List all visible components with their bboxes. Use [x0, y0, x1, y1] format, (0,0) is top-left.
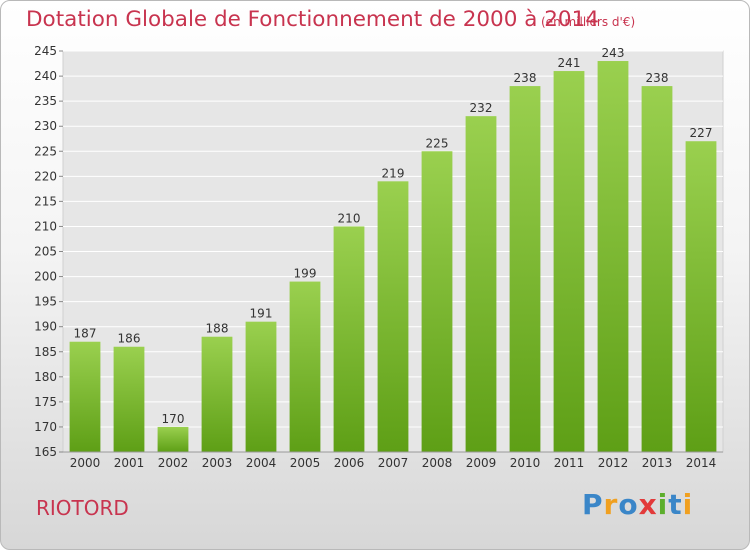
x-tick-label: 2008 [422, 456, 453, 470]
logo-letter: o [618, 488, 639, 521]
y-tick-label: 215 [34, 194, 57, 208]
logo-letter: r [603, 488, 619, 521]
bar [509, 86, 541, 453]
y-tick-label: 225 [34, 144, 57, 158]
y-tick-label: 170 [34, 420, 57, 434]
bar [685, 141, 717, 452]
bar-value-label: 232 [470, 101, 493, 115]
proxiti-logo: Proxiti [582, 488, 693, 521]
bar-value-label: 219 [382, 166, 405, 180]
logo-letter: t [668, 488, 683, 521]
commune-name: RIOTORD [36, 496, 129, 520]
logo-letter: P [582, 488, 604, 521]
bar [289, 281, 321, 452]
bar-value-label: 241 [558, 56, 581, 70]
y-tick-label: 210 [34, 219, 57, 233]
bar-value-label: 191 [250, 307, 273, 321]
y-tick-label: 175 [34, 395, 57, 409]
y-tick-label: 190 [34, 320, 57, 334]
bar [597, 61, 629, 453]
x-tick-label: 2006 [334, 456, 365, 470]
x-tick-label: 2010 [510, 456, 541, 470]
y-tick-label: 185 [34, 345, 57, 359]
bars [69, 61, 717, 453]
bar-value-label: 199 [294, 267, 317, 281]
x-tick-label: 2005 [290, 456, 321, 470]
y-tick-label: 180 [34, 370, 57, 384]
y-tick-label: 240 [34, 69, 57, 83]
logo-letter: i [657, 488, 669, 521]
bar-value-label: 238 [646, 71, 669, 85]
y-tick-label: 205 [34, 245, 57, 259]
bar [377, 181, 409, 452]
bar [245, 321, 277, 452]
bar [113, 346, 145, 452]
bar-value-label: 238 [514, 71, 537, 85]
bar-value-label: 225 [426, 136, 449, 150]
bar-value-label: 170 [162, 412, 185, 426]
logo-letter: x [638, 488, 658, 521]
bar [69, 341, 101, 452]
bar [201, 336, 233, 452]
bar-value-label: 227 [690, 126, 713, 140]
value-labels: 187 186 170 188 191 199 210 219 225 232 238 241 243 2… [74, 46, 713, 426]
x-tick-label: 2004 [246, 456, 277, 470]
x-tick-label: 2013 [642, 456, 673, 470]
x-axis: 2000 2001 2002 2003 2004 2005 2006 2007 2008 2009… [63, 451, 723, 470]
chart-unit: (en milliers d'€) [541, 15, 636, 29]
y-tick-label: 165 [34, 445, 57, 459]
x-tick-label: 2011 [554, 456, 585, 470]
bar [333, 226, 365, 452]
logo-letter: i [682, 488, 694, 521]
x-tick-label: 2002 [158, 456, 189, 470]
bar [553, 71, 585, 453]
y-tick-label: 195 [34, 295, 57, 309]
bar [157, 426, 189, 452]
y-tick-label: 245 [34, 44, 57, 58]
y-tick-label: 200 [34, 270, 57, 284]
y-tick-label: 230 [34, 119, 57, 133]
x-tick-label: 2001 [114, 456, 145, 470]
x-tick-label: 2000 [70, 456, 101, 470]
x-tick-label: 2012 [598, 456, 629, 470]
bar-value-label: 210 [338, 211, 361, 225]
x-tick-label: 2014 [686, 456, 717, 470]
y-axis: 165 170 175 180 185 190 195 200 205 210 215 220 225 2… [34, 44, 63, 459]
chart-title: Dotation Globale de Fonctionnement de 20… [26, 7, 599, 32]
x-tick-label: 2009 [466, 456, 497, 470]
x-tick-label: 2007 [378, 456, 409, 470]
bar [421, 151, 453, 452]
bar-value-label: 188 [206, 322, 229, 336]
y-tick-label: 235 [34, 94, 57, 108]
bar-value-label: 186 [118, 332, 141, 346]
bar [641, 86, 673, 453]
x-tick-label: 2003 [202, 456, 233, 470]
bar [465, 116, 497, 452]
y-tick-label: 220 [34, 169, 57, 183]
bar-value-label: 243 [602, 46, 625, 60]
bar-value-label: 187 [74, 327, 97, 341]
